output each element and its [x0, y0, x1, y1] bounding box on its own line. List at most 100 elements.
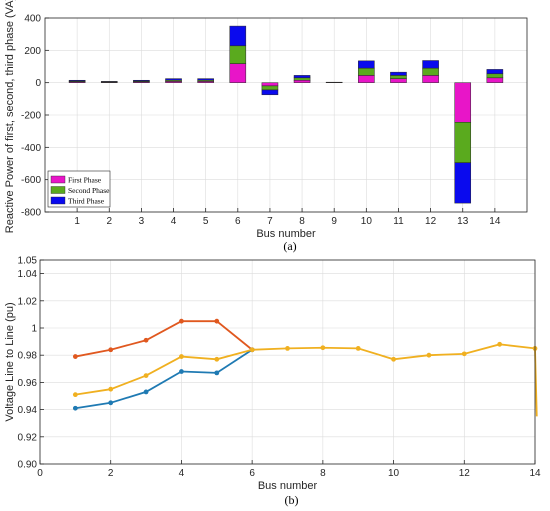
top-x-tick-label: 10: [361, 216, 373, 227]
point-series-2: [143, 389, 149, 395]
top-x-tick-label: 14: [489, 216, 501, 227]
bar-first-phase-bus-11: [390, 78, 407, 83]
bottom-y-tick-label: 0.96: [18, 378, 38, 389]
bar-second-phase-bus-7: [261, 85, 279, 91]
bottom-y-tick-label: 0.90: [18, 460, 38, 471]
point-series-3: [72, 392, 78, 398]
point-series-2: [72, 405, 78, 411]
top-bars: [68, 25, 504, 204]
bar-first-phase-bus-10: [358, 75, 375, 83]
bar-third-phase-bus-14: [486, 69, 504, 75]
top-x-tick-label: 3: [139, 216, 145, 227]
voltage-chart: 0.90 0.92 0.94 0.96 0.98 1 1.02 1.04 1.05 0 2 4 6 8 1…: [4, 256, 541, 508]
bottom-y-tick-label: 1.04: [18, 269, 38, 280]
point-series-2: [214, 370, 220, 376]
bottom-x-axis-label: Bus number: [258, 480, 318, 492]
top-caption: (a): [283, 239, 296, 253]
bar-third-phase-bus-11: [390, 71, 407, 76]
top-y-tick-label: -600: [21, 175, 41, 186]
top-x-tick-label: 2: [106, 216, 112, 227]
point-series-3: [391, 356, 396, 362]
bottom-plot-frame: [39, 259, 536, 465]
top-grid: [45, 17, 527, 213]
point-series-3: [143, 373, 149, 378]
top-x-tick-label: 12: [425, 216, 437, 227]
bar-third-phase-bus-5: [197, 78, 214, 81]
bar-second-phase-bus-10: [358, 67, 375, 76]
bar-first-phase-bus-7: [261, 82, 279, 87]
bottom-y-tick-label: 0.92: [18, 432, 38, 443]
bottom-y-tick-label: 0.94: [18, 405, 38, 416]
point-series-3: [320, 345, 326, 351]
legend-label: Third Phase: [68, 197, 105, 206]
bar-first-phase-bus-12: [422, 75, 439, 83]
bottom-x-tick-label: 2: [108, 468, 114, 479]
point-series-3: [108, 386, 114, 392]
legend-label: Second Phase: [68, 186, 110, 195]
bottom-x-tick-label: 8: [320, 468, 326, 479]
point-series-1: [108, 347, 114, 353]
top-y-tick-label: 400: [24, 14, 41, 25]
point-series-1: [214, 318, 220, 324]
top-x-tick-label: 6: [235, 216, 241, 227]
bottom-x-tick-label: 6: [249, 468, 255, 479]
bottom-y-tick-label: 0.98: [18, 351, 38, 362]
top-x-tick-label: 11: [393, 216, 404, 227]
bottom-lines: [72, 318, 538, 417]
top-x-tick-label: 9: [331, 216, 337, 227]
top-y-tick-label: -400: [21, 143, 41, 154]
bar-third-phase-bus-1: [68, 79, 86, 82]
line-series-1: [75, 320, 253, 358]
bar-third-phase-bus-10: [358, 60, 375, 69]
bottom-x-tick-label: 14: [529, 468, 541, 479]
bar-third-phase-bus-3: [133, 79, 150, 82]
top-x-tick-label: 4: [171, 216, 177, 227]
point-series-1: [179, 318, 184, 324]
point-series-2: [108, 400, 114, 406]
top-x-tick-label: 5: [203, 216, 209, 227]
legend-label: First Phase: [68, 176, 102, 185]
bottom-x-tick-label: 4: [179, 468, 185, 479]
bottom-x-tick-label: 0: [37, 468, 43, 479]
bar-first-phase-bus-6: [229, 63, 247, 83]
top-x-axis-label: Bus number: [256, 228, 316, 240]
bottom-y-axis-label: Voltage Line to Line (pu): [4, 302, 16, 421]
top-x-tick-label: 13: [457, 216, 469, 227]
top-y-tick-label: -200: [21, 111, 41, 122]
bar-third-phase-bus-8: [293, 75, 311, 79]
top-y-ticks: -800 -600 -400 -200 0 200 400: [21, 14, 49, 219]
point-series-1: [72, 354, 78, 359]
bottom-x-tick-label: 10: [388, 468, 400, 479]
point-series-3: [214, 356, 220, 362]
bar-first-phase-bus-8: [293, 79, 311, 83]
point-series-3: [285, 346, 290, 351]
top-x-tick-label: 8: [299, 216, 305, 227]
point-series-3: [249, 347, 255, 353]
bar-second-phase-bus-11: [390, 75, 407, 79]
bar-third-phase-bus-13: [454, 162, 472, 204]
point-series-3: [461, 351, 467, 357]
bar-second-phase-bus-12: [422, 67, 439, 76]
top-y-tick-label: -800: [21, 208, 41, 219]
bar-second-phase-bus-14: [486, 73, 504, 79]
point-series-3: [497, 341, 503, 347]
bottom-y-tick-label: 1.05: [18, 256, 38, 267]
bar-third-phase-bus-7: [261, 89, 279, 96]
point-series-3: [426, 352, 432, 358]
line-series-2: [75, 349, 253, 410]
top-x-tick-label: 1: [74, 216, 80, 227]
bar-first-phase-bus-13: [454, 82, 472, 123]
bottom-y-ticks: 0.90 0.92 0.94 0.96 0.98 1 1.02 1.04 1.05: [18, 256, 44, 471]
point-series-1: [143, 337, 149, 343]
bar-third-phase-bus-4: [165, 78, 182, 81]
bar-third-phase-bus-6: [229, 25, 247, 47]
bottom-grid: [39, 259, 536, 465]
legend-swatch: [50, 175, 66, 184]
bottom-y-tick-label: 1: [31, 324, 37, 335]
bottom-x-tick-label: 12: [459, 468, 471, 479]
point-series-2: [179, 369, 184, 374]
top-y-tick-label: 200: [24, 46, 41, 57]
